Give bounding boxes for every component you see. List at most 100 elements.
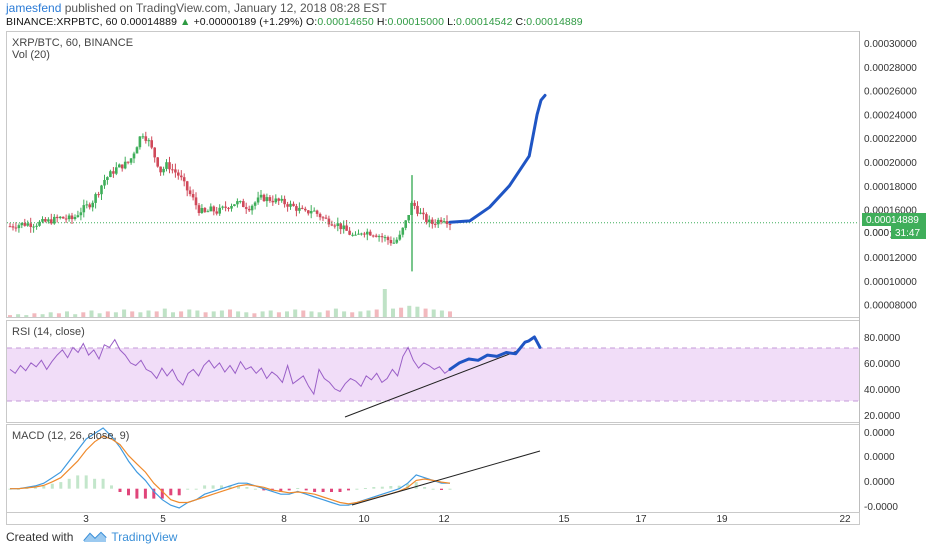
candle-body [289,203,292,207]
candle-body [100,185,103,195]
candle-body [41,219,44,222]
candle-body [44,219,47,222]
candle-body [118,164,121,168]
tradingview-logo-icon [83,531,108,542]
candle-body [271,200,275,203]
rsi-tick-label: 60.0000 [864,359,901,370]
macd-histogram-bar [143,488,147,499]
candle-body [177,172,180,176]
macd-tick-label: 0.0000 [864,477,895,488]
volume-bar [374,309,379,317]
candle-body [129,158,133,163]
candle-body [14,227,18,229]
volume-bars [8,289,452,317]
partial-price-badge: 0.000 [864,228,889,239]
candle-body [70,215,74,220]
macd-histogram-bar [287,488,291,491]
candle-body [371,235,375,237]
price-tick-label: 0.00008000 [864,301,917,312]
volume-bar [146,310,151,317]
candle-body [395,239,399,243]
volume-bar [309,311,314,317]
candle-body [191,194,195,198]
ohlc-header: BINANCE:XRPBTC, 60 0.00014889 ▲ +0.00000… [6,16,583,28]
candle-body [230,206,233,209]
candle-body [174,169,177,173]
macd-histogram-bar [406,483,410,489]
macd-histogram-bar [135,488,139,499]
candle-body [262,194,266,202]
price-tick-label: 0.00024000 [864,111,917,122]
macd-histogram-bar [194,488,198,490]
rsi-projection-drawing[interactable] [448,335,542,371]
rsi-tick-label: 20.0000 [864,411,901,422]
macd-histogram-bar [389,486,393,489]
volume-bar [40,314,45,317]
candle-body [112,171,115,174]
time-tick-label: 3 [83,514,89,525]
macd-histogram-bar [211,485,215,489]
volume-bar [350,312,355,317]
publish-header: jamesfend published on TradingView.com, … [6,1,387,15]
candle-body [307,210,310,214]
candle-body [286,204,289,207]
candle-body [20,222,24,226]
volume-bar [219,310,224,317]
macd-histogram-bar [355,488,359,490]
candle-body [35,225,38,227]
volume-bar [325,310,330,317]
high-label: H: [376,16,388,28]
candle-body [369,231,372,236]
macd-histogram-bar [448,488,452,490]
macd-tick-label: 0.0000 [864,452,895,463]
macd-trendline[interactable] [351,450,541,506]
candle-body [188,190,192,195]
volume-bar [8,315,12,317]
close-label: C: [515,16,527,28]
price-tick-label: 0.00016000 [864,206,917,217]
candles [8,131,452,272]
candle-body [88,204,91,208]
time-axis-frame[interactable] [6,512,860,525]
price-tick-label: 0.00012000 [864,253,917,264]
candle-body [109,171,112,177]
volume-bar [236,311,241,317]
price-tick-label: 0.00026000 [864,87,917,98]
candle-body [383,237,387,239]
volume-bar [122,309,127,317]
candle-body [357,233,360,235]
macd-histogram-bar [338,488,342,492]
countdown-timer: 31:47 [895,228,920,239]
candle-body [439,219,443,223]
macd-histogram-bar [127,488,130,496]
candle-body [94,194,97,203]
volume-bar [244,312,249,317]
candle-body [327,218,331,225]
author-name[interactable]: jamesfend [6,1,62,15]
candle-body [168,162,171,170]
candle-body [73,217,77,219]
candle-body [413,202,416,206]
candle-body [55,216,59,219]
candle-body [38,221,41,226]
macd-tick-label: -0.0000 [864,502,898,513]
candle-body [67,215,71,220]
price-tick-label: 0.00018000 [864,182,917,193]
macd-histogram-bar [67,478,71,489]
candle-body [162,168,165,173]
macd-histogram-bar [84,475,88,489]
rsi-trendline[interactable] [344,349,521,418]
hand-drawn-projections[interactable] [448,93,547,371]
time-tick-label: 22 [839,514,851,525]
volume-bar [391,308,395,317]
tradingview-brand[interactable]: TradingView [111,530,178,544]
macd-histogram-bar [296,488,300,489]
partial-price-badge-bg [862,226,890,239]
candle-body [64,218,68,220]
candle-body [206,211,210,213]
price-projection-drawing[interactable] [448,93,547,224]
candle-body [256,197,260,203]
volume-bar [171,312,175,317]
candle-body [212,206,216,212]
